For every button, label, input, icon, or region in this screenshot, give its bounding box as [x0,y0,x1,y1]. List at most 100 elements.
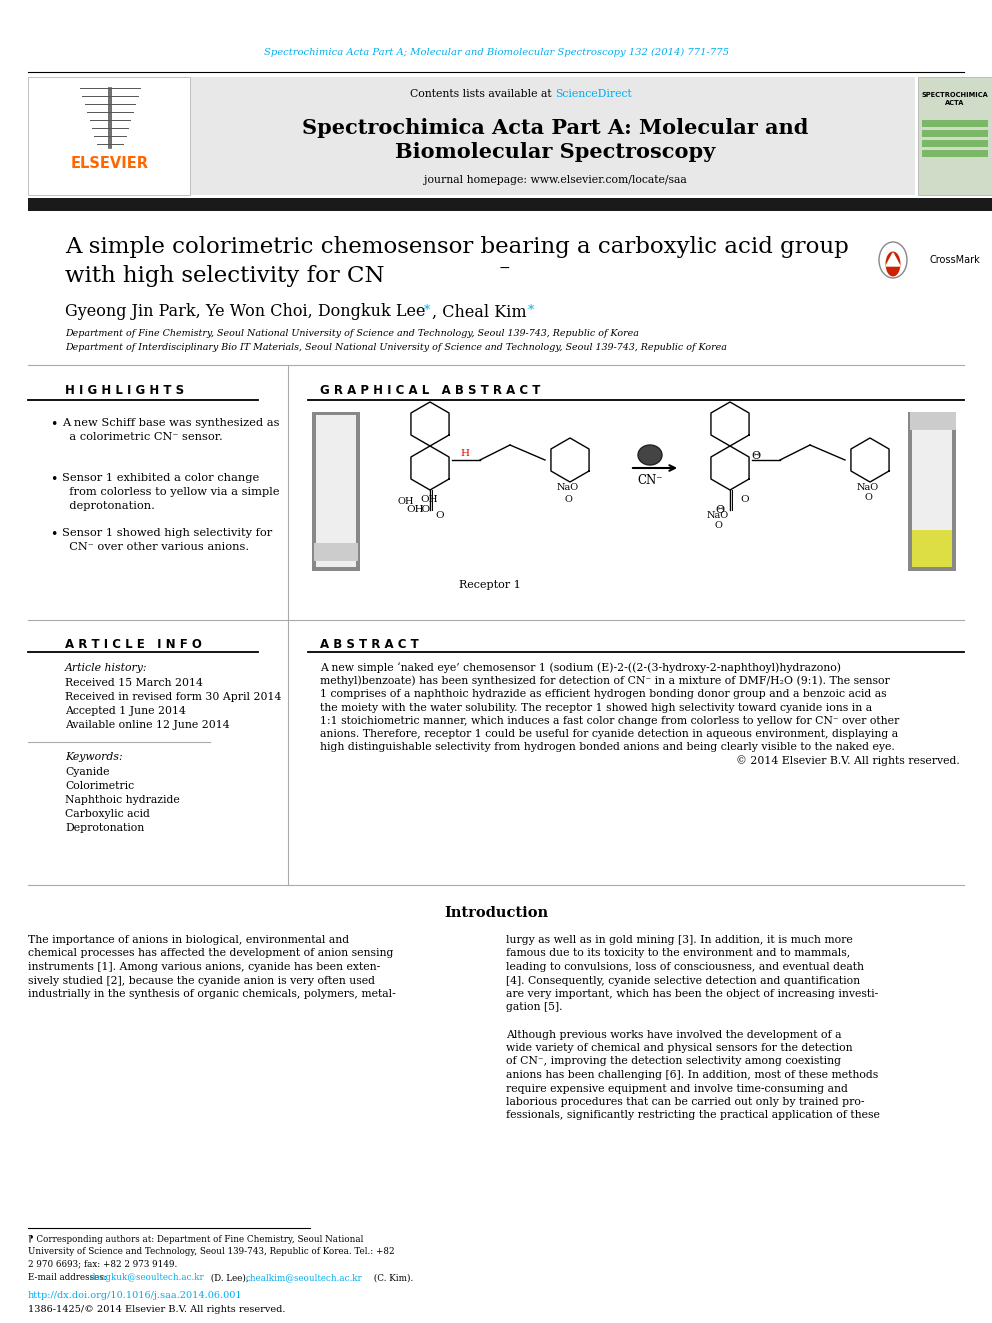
Text: CN⁻: CN⁻ [637,474,663,487]
Text: Deprotonation: Deprotonation [65,823,144,833]
Text: OH: OH [398,497,415,507]
Text: Department of Interdisciplinary Bio IT Materials, Seoul National University of S: Department of Interdisciplinary Bio IT M… [65,344,727,352]
Text: famous due to its toxicity to the environment and to mammals,: famous due to its toxicity to the enviro… [506,949,850,958]
Text: OH: OH [406,505,424,515]
Bar [312,568,360,572]
Text: NaO: NaO [857,483,879,492]
Text: H: H [460,448,469,458]
Text: Introduction: Introduction [444,906,548,919]
Bar [190,77,915,194]
Text: Accepted 1 June 2014: Accepted 1 June 2014 [65,706,186,716]
Text: ⁋ Corresponding authors at: Department of Fine Chemistry, Seoul National: ⁋ Corresponding authors at: Department o… [28,1236,363,1245]
Bar [922,130,988,138]
Text: •: • [50,418,58,431]
Text: Receptor 1: Receptor 1 [459,579,521,590]
Text: A new Schiff base was synthesized as
  a colorimetric CN⁻ sensor.: A new Schiff base was synthesized as a c… [62,418,280,442]
Text: http://dx.doi.org/10.1016/j.saa.2014.06.001: http://dx.doi.org/10.1016/j.saa.2014.06.… [28,1291,243,1301]
Text: chemical processes has affected the development of anion sensing: chemical processes has affected the deve… [28,949,394,958]
Text: ScienceDirect: ScienceDirect [555,89,632,99]
Bar [922,149,988,157]
Text: O: O [714,520,722,529]
Text: O: O [864,493,872,503]
Text: Gyeong Jin Park, Ye Won Choi, Dongkuk Lee: Gyeong Jin Park, Ye Won Choi, Dongkuk Le… [65,303,426,320]
Text: laborious procedures that can be carried out only by trained pro-: laborious procedures that can be carried… [506,1097,864,1107]
Text: Received 15 March 2014: Received 15 March 2014 [65,677,203,688]
Text: Biomolecular Spectroscopy: Biomolecular Spectroscopy [395,142,715,161]
Text: Article history:: Article history: [65,663,148,673]
Bar [312,415,316,570]
Text: H I G H L I G H T S: H I G H L I G H T S [65,384,185,397]
Text: SPECTROCHIMICA
ACTA: SPECTROCHIMICA ACTA [922,93,988,106]
Text: (C. Kim).: (C. Kim). [371,1274,414,1282]
Text: gation [5].: gation [5]. [506,1003,562,1012]
Bar [908,568,956,572]
Text: 1 comprises of a naphthoic hydrazide as efficient hydrogen bonding donor group a: 1 comprises of a naphthoic hydrazide as … [320,689,887,700]
Text: fessionals, significantly restricting the practical application of these: fessionals, significantly restricting th… [506,1110,880,1121]
Text: −: − [499,261,511,275]
Text: Sensor 1 exhibited a color change
  from colorless to yellow via a simple
  depr: Sensor 1 exhibited a color change from c… [62,474,280,511]
Ellipse shape [886,251,901,277]
Text: A simple colorimetric chemosensor bearing a carboxylic acid group: A simple colorimetric chemosensor bearin… [65,235,849,258]
Text: NaO: NaO [707,511,729,520]
Bar [908,415,912,570]
Text: CrossMark: CrossMark [930,255,981,265]
Text: industrially in the synthesis of organic chemicals, polymers, metal-: industrially in the synthesis of organic… [28,990,396,999]
Text: Received in revised form 30 April 2014: Received in revised form 30 April 2014 [65,692,282,703]
Text: O: O [435,511,443,520]
Text: University of Science and Technology, Seoul 139-743, Republic of Korea. Tel.: +8: University of Science and Technology, Se… [28,1248,395,1257]
Text: Available online 12 June 2014: Available online 12 June 2014 [65,720,229,730]
Text: , Cheal Kim: , Cheal Kim [432,303,527,320]
Text: NaO: NaO [557,483,579,492]
Text: The importance of anions in biological, environmental and: The importance of anions in biological, … [28,935,349,945]
Bar [922,120,988,127]
Text: are very important, which has been the object of increasing investi-: are very important, which has been the o… [506,990,878,999]
Text: 2 970 6693; fax: +82 2 973 9149.: 2 970 6693; fax: +82 2 973 9149. [28,1259,178,1269]
Text: wide variety of chemical and physical sensors for the detection: wide variety of chemical and physical se… [506,1043,853,1053]
Text: G R A P H I C A L   A B S T R A C T: G R A P H I C A L A B S T R A C T [320,384,541,397]
Text: 1386-1425/© 2014 Elsevier B.V. All rights reserved.: 1386-1425/© 2014 Elsevier B.V. All right… [28,1306,286,1315]
Text: 1:1 stoichiometric manner, which induces a fast color change from colorless to y: 1:1 stoichiometric manner, which induces… [320,716,900,726]
Text: the moiety with the water solubility. The receptor 1 showed high selectivity tow: the moiety with the water solubility. Th… [320,703,872,713]
Bar [908,411,956,415]
Bar [952,415,956,570]
Text: Contents lists available at: Contents lists available at [410,89,555,99]
Text: chealkim@seoultech.ac.kr: chealkim@seoultech.ac.kr [246,1274,363,1282]
Text: leading to convulsions, loss of consciousness, and eventual death: leading to convulsions, loss of consciou… [506,962,864,972]
Text: [4]. Consequently, cyanide selective detection and quantification: [4]. Consequently, cyanide selective det… [506,975,860,986]
Text: require expensive equipment and involve time-consuming and: require expensive equipment and involve … [506,1084,848,1094]
Text: anions has been challenging [6]. In addition, most of these methods: anions has been challenging [6]. In addi… [506,1070,878,1080]
Text: of CN⁻, improving the detection selectivity among coexisting: of CN⁻, improving the detection selectiv… [506,1057,841,1066]
Bar [912,531,952,568]
Text: *: * [524,303,535,316]
Text: Θ: Θ [751,451,761,460]
Text: methyl)benzoate) has been synthesized for detection of CN⁻ in a mixture of DMF/H: methyl)benzoate) has been synthesized fo… [320,676,890,687]
Bar [910,411,956,430]
Bar [316,415,356,568]
Text: Spectrochimica Acta Part A; Molecular and Biomolecular Spectroscopy 132 (2014) 7: Spectrochimica Acta Part A; Molecular an… [264,48,728,57]
Text: Cyanide: Cyanide [65,767,109,777]
Text: Spectrochimica Acta Part A: Molecular and: Spectrochimica Acta Part A: Molecular an… [302,118,808,138]
Text: Sensor 1 showed high selectivity for
  CN⁻ over other various anions.: Sensor 1 showed high selectivity for CN⁻… [62,528,272,552]
Text: dongkuk@seoultech.ac.kr: dongkuk@seoultech.ac.kr [90,1274,204,1282]
Text: Carboxylic acid: Carboxylic acid [65,808,150,819]
Bar [28,77,190,194]
Text: O: O [740,496,749,504]
Text: (D. Lee),: (D. Lee), [208,1274,252,1282]
Text: O: O [415,505,431,515]
Bar [356,415,360,570]
Text: *: * [420,303,431,316]
Text: A new simple ‘naked eye’ chemosensor 1 (sodium (E)-2-((2-(3-hydroxy-2-naphthoyl): A new simple ‘naked eye’ chemosensor 1 (… [320,663,841,673]
Text: •: • [50,474,58,486]
Text: E-mail addresses:: E-mail addresses: [28,1274,109,1282]
Text: © 2014 Elsevier B.V. All rights reserved.: © 2014 Elsevier B.V. All rights reserved… [736,755,960,766]
Text: lurgy as well as in gold mining [3]. In addition, it is much more: lurgy as well as in gold mining [3]. In … [506,935,853,945]
Text: A R T I C L E   I N F O: A R T I C L E I N F O [65,638,202,651]
Text: Department of Fine Chemistry, Seoul National University of Science and Technolog: Department of Fine Chemistry, Seoul Nati… [65,329,639,339]
Text: Θ: Θ [715,505,724,515]
Polygon shape [886,253,900,266]
Bar [312,411,360,415]
Text: with high selectivity for CN: with high selectivity for CN [65,265,385,287]
Bar [28,198,992,210]
Bar [922,140,988,147]
Text: A B S T R A C T: A B S T R A C T [320,638,419,651]
